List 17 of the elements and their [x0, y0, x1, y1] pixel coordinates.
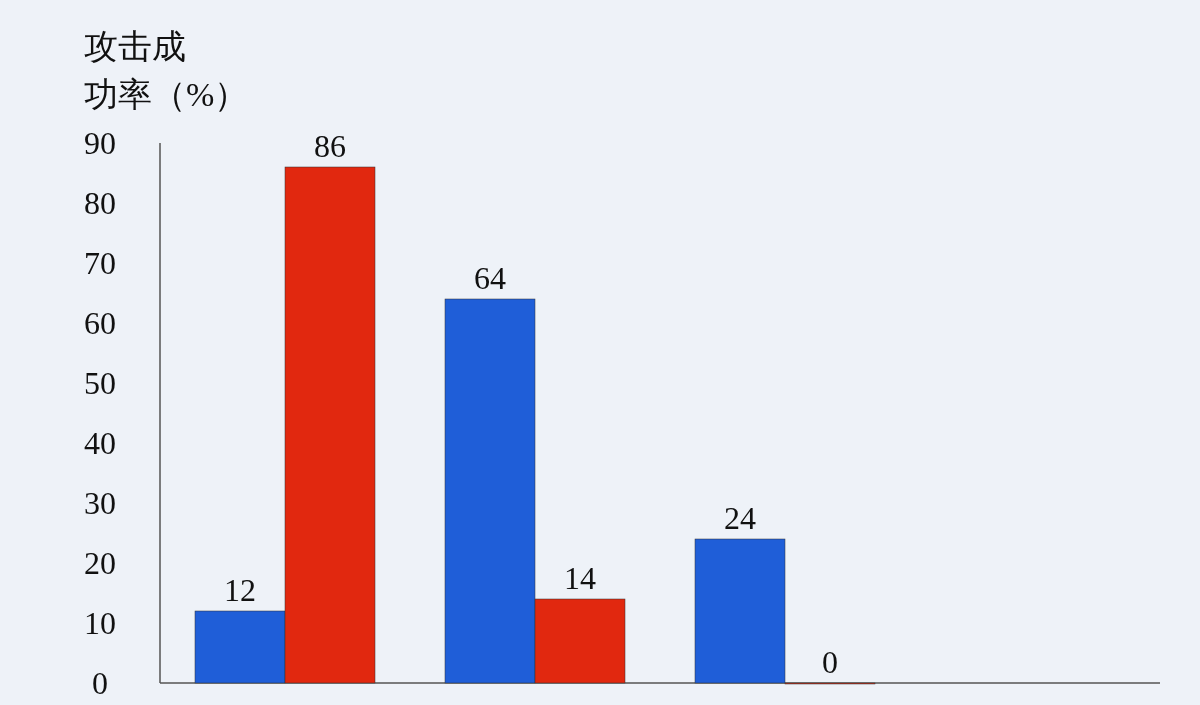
data-label: 12	[224, 572, 256, 608]
y-axis-title: 攻击成功率（%）	[84, 28, 249, 113]
y-tick-label: 40	[84, 425, 116, 461]
y-tick-label: 10	[84, 605, 116, 641]
y-tick-label: 20	[84, 545, 116, 581]
y-tick-label: 60	[84, 305, 116, 341]
data-label: 0	[822, 644, 838, 680]
y-tick-label: 30	[84, 485, 116, 521]
data-label: 64	[474, 260, 506, 296]
y-tick-label: 50	[84, 365, 116, 401]
y-tick-label: 70	[84, 245, 116, 281]
data-label: 24	[724, 500, 756, 536]
y-tick-label: 90	[84, 125, 116, 161]
data-label: 14	[564, 560, 596, 596]
y-tick-label: 80	[84, 185, 116, 221]
data-label: 86	[314, 128, 346, 164]
y-tick-label: 0	[92, 665, 108, 701]
